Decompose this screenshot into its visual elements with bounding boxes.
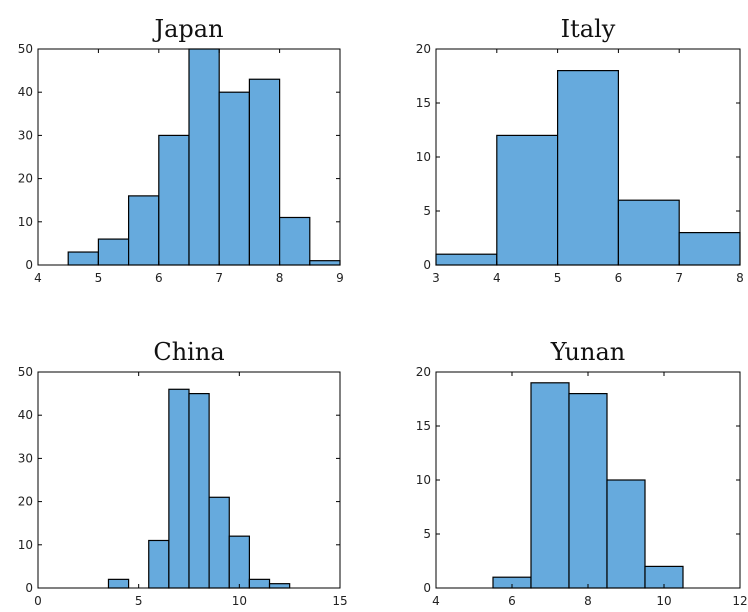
y-tick-label-italy-5: 5 xyxy=(423,204,431,218)
bar-china-5 xyxy=(208,496,230,589)
bar-china-7 xyxy=(248,578,271,589)
bar-china-6 xyxy=(228,535,250,589)
y-tick-label-china-10: 10 xyxy=(18,538,33,552)
bar-yunan-2 xyxy=(568,393,608,589)
bar-japan-4 xyxy=(188,48,220,266)
y-tick-label-yunan-0: 0 xyxy=(423,581,431,595)
x-tick-label-italy-3: 3 xyxy=(432,271,440,285)
bar-china-4 xyxy=(188,393,210,589)
axes-box-japan xyxy=(37,48,341,266)
bar-japan-1 xyxy=(97,238,130,266)
bar-yunan-3 xyxy=(606,479,646,589)
y-tick-label-yunan-5: 5 xyxy=(423,527,431,541)
chart-title-china: China xyxy=(153,338,224,366)
bar-japan-6 xyxy=(248,78,281,266)
y-tick-label-yunan-10: 10 xyxy=(416,473,431,487)
bar-italy-2 xyxy=(556,69,619,266)
x-tick-label-yunan-6: 6 xyxy=(508,594,516,608)
y-tick-label-china-30: 30 xyxy=(18,451,33,465)
bar-italy-0 xyxy=(435,253,498,266)
y-tick-label-china-40: 40 xyxy=(18,408,33,422)
y-tick-label-yunan-20: 20 xyxy=(416,365,431,379)
y-tick-label-japan-0: 0 xyxy=(25,258,33,272)
x-tick-label-italy-8: 8 xyxy=(736,271,744,285)
y-tick-label-italy-10: 10 xyxy=(416,150,431,164)
bar-japan-3 xyxy=(158,134,190,266)
y-tick-label-china-0: 0 xyxy=(25,581,33,595)
bar-china-8 xyxy=(268,583,291,589)
y-tick-label-japan-20: 20 xyxy=(18,172,33,186)
y-tick-label-japan-10: 10 xyxy=(18,215,33,229)
x-tick-label-japan-4: 4 xyxy=(34,271,42,285)
x-tick-label-japan-5: 5 xyxy=(95,271,103,285)
bar-china-0 xyxy=(107,578,130,589)
x-tick-label-china-15: 15 xyxy=(332,594,347,608)
x-tick-label-japan-8: 8 xyxy=(276,271,284,285)
y-tick-label-yunan-15: 15 xyxy=(416,419,431,433)
x-tick-label-italy-5: 5 xyxy=(554,271,562,285)
x-tick-label-yunan-4: 4 xyxy=(432,594,440,608)
y-tick-label-italy-15: 15 xyxy=(416,96,431,110)
bar-japan-0 xyxy=(67,251,99,266)
x-tick-label-china-0: 0 xyxy=(34,594,42,608)
x-tick-label-yunan-10: 10 xyxy=(656,594,671,608)
chart-japan: 4 5 6 7 8 9 0 10 20 30 40 50 Japan xyxy=(18,15,344,285)
axes-box-china xyxy=(37,371,341,589)
chart-title-yunan: Yunan xyxy=(550,338,625,366)
x-tick-label-japan-6: 6 xyxy=(155,271,163,285)
x-tick-label-japan-7: 7 xyxy=(215,271,223,285)
bar-italy-1 xyxy=(496,134,559,266)
x-tick-label-china-10: 10 xyxy=(232,594,247,608)
y-tick-label-italy-20: 20 xyxy=(416,42,431,56)
bar-japan-7 xyxy=(279,216,311,266)
y-tick-label-japan-30: 30 xyxy=(18,128,33,142)
bar-japan-5 xyxy=(218,91,250,266)
x-tick-label-japan-9: 9 xyxy=(336,271,344,285)
y-tick-label-china-20: 20 xyxy=(18,495,33,509)
y-tick-label-china-50: 50 xyxy=(18,365,33,379)
bar-japan-2 xyxy=(128,195,160,266)
x-tick-label-yunan-8: 8 xyxy=(584,594,592,608)
x-tick-label-italy-7: 7 xyxy=(675,271,683,285)
chart-china: 0 5 10 15 0 10 20 30 40 50 China xyxy=(18,338,348,608)
chart-italy: 3 4 5 6 7 8 0 5 10 15 20 Italy xyxy=(416,15,744,285)
x-tick-label-china-5: 5 xyxy=(135,594,143,608)
bar-china-2 xyxy=(148,539,170,589)
y-tick-label-italy-0: 0 xyxy=(423,258,431,272)
bar-china-3 xyxy=(168,388,190,589)
chart-title-italy: Italy xyxy=(561,15,616,43)
bar-japan-8 xyxy=(309,260,341,266)
chart-title-japan: Japan xyxy=(151,15,223,43)
y-tick-label-japan-50: 50 xyxy=(18,42,33,56)
bar-italy-3 xyxy=(617,199,680,266)
bar-yunan-1 xyxy=(530,382,570,589)
x-tick-label-italy-6: 6 xyxy=(615,271,623,285)
x-tick-label-yunan-12: 12 xyxy=(732,594,747,608)
bar-italy-4 xyxy=(678,232,741,266)
y-tick-label-japan-40: 40 xyxy=(18,85,33,99)
chart-yunan: 4 6 8 10 12 0 5 10 15 20 Yunan xyxy=(416,338,748,608)
x-tick-label-italy-4: 4 xyxy=(493,271,501,285)
